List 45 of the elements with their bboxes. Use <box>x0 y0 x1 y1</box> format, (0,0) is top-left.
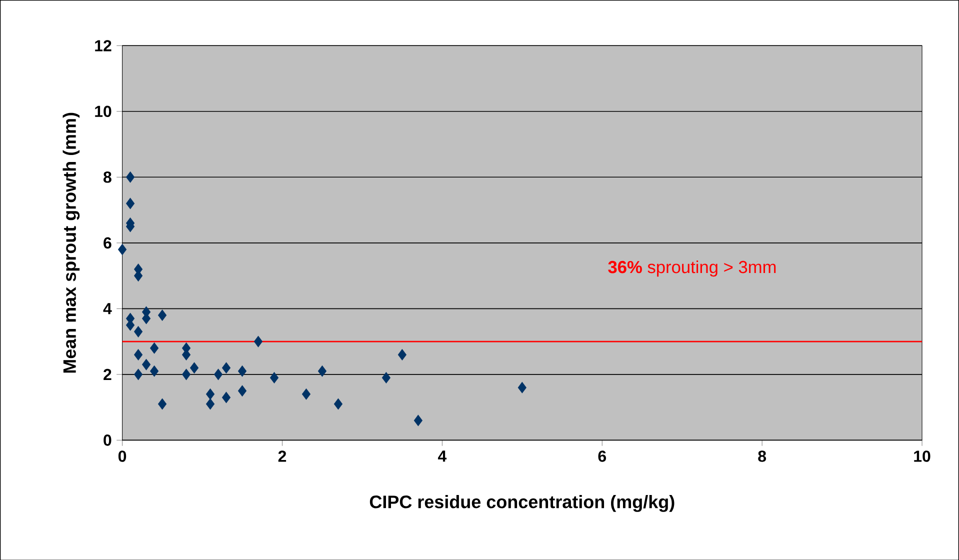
point <box>214 368 223 380</box>
point <box>334 398 342 410</box>
point <box>150 365 159 376</box>
point <box>118 244 127 255</box>
point <box>190 362 199 374</box>
x-tick-label: 2 <box>278 450 286 462</box>
point <box>182 368 191 380</box>
point <box>126 198 135 209</box>
point <box>318 365 326 376</box>
y-tick-label: 6 <box>104 237 112 248</box>
y-tick-label: 4 <box>103 302 112 314</box>
point <box>414 414 422 426</box>
point <box>134 368 143 380</box>
point <box>134 348 143 360</box>
point <box>398 348 406 360</box>
x-tick-label: 4 <box>438 450 447 462</box>
point <box>134 326 143 338</box>
point <box>238 385 247 396</box>
point <box>518 382 526 393</box>
x-axis-title: CIPC residue concentration (mg/kg) <box>370 494 674 512</box>
point <box>206 398 215 410</box>
point <box>270 372 279 384</box>
x-tick-label: 6 <box>598 450 606 462</box>
point <box>302 388 310 400</box>
point <box>158 398 167 410</box>
y-tick-label: 12 <box>95 40 112 51</box>
x-tick-label: 0 <box>118 450 126 462</box>
point <box>222 392 231 403</box>
point <box>150 342 159 354</box>
point <box>222 362 231 374</box>
x-tick-label: 10 <box>914 450 930 462</box>
point <box>126 171 135 183</box>
point <box>142 358 151 370</box>
x-tick-label: 8 <box>758 450 766 462</box>
point <box>158 309 167 321</box>
point <box>238 365 247 376</box>
y-axis-title: Mean max sprout growth (mm) <box>62 112 80 372</box>
y-tick-label: 10 <box>95 106 112 117</box>
point <box>206 388 215 400</box>
annotation: 36% sprouting > 3mm <box>608 260 776 276</box>
point <box>254 336 263 347</box>
y-tick-label: 8 <box>104 171 112 183</box>
y-tick-label: 2 <box>104 368 112 380</box>
point <box>382 372 390 384</box>
y-tick-label: 0 <box>104 434 112 446</box>
